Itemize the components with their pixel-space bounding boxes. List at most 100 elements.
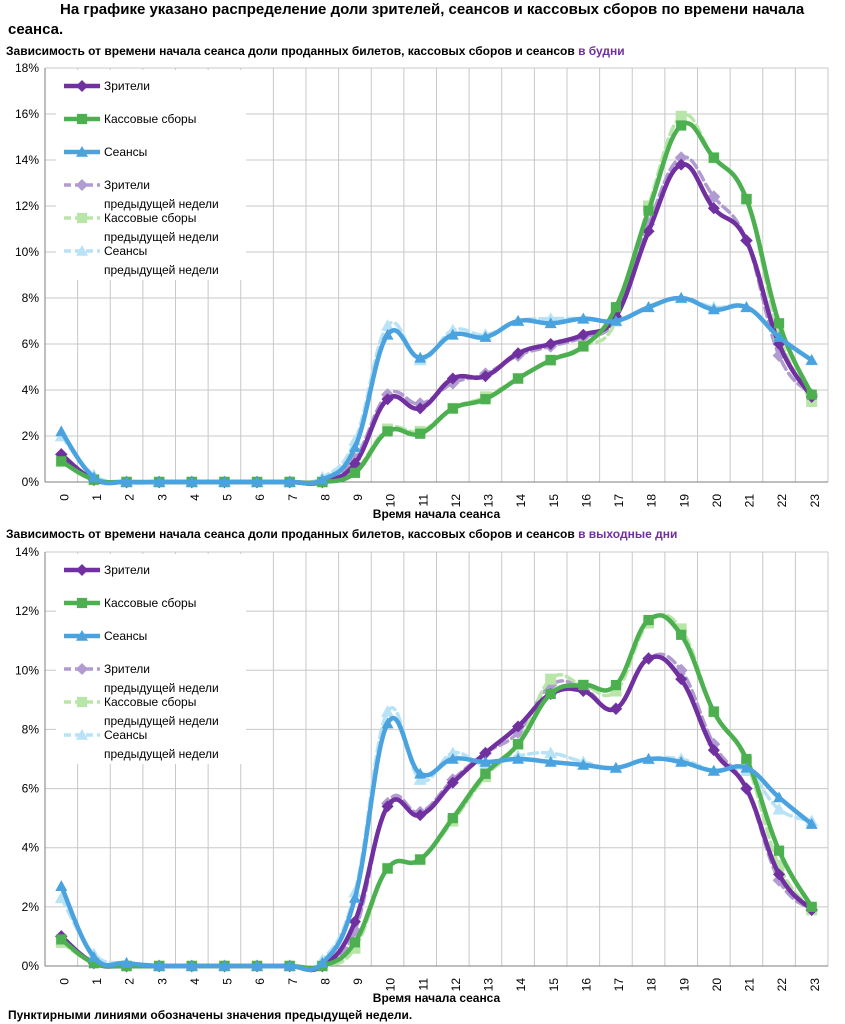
weekend-xtick-label: 0: [57, 978, 71, 985]
weekend-xtick-label: 8: [318, 978, 332, 985]
weekday-xtick-label: 23: [808, 494, 822, 508]
weekend-legend-marker-sessions: [76, 630, 88, 641]
weekday-point-box_office: [610, 302, 622, 313]
weekend-point-sessions: [414, 767, 427, 779]
weekday-legend-marker-box_office_prev: [76, 212, 88, 224]
weekday-legend-sublabel-viewers_prev: предыдущей недели: [104, 197, 219, 211]
weekend-ytick-label: 6%: [22, 782, 40, 796]
weekend-xtick-label: 18: [645, 978, 659, 992]
weekday-point-sessions: [251, 476, 264, 487]
weekday-xtick-label: 2: [123, 494, 137, 501]
weekend-point-viewers: [414, 809, 427, 822]
weekday-point-box_office: [447, 403, 458, 414]
weekend-xtick-label: 11: [416, 978, 430, 991]
weekday-point-sessions: [609, 315, 622, 326]
weekend-point-box_office: [447, 813, 458, 824]
weekday-xtick-label: 13: [482, 494, 496, 508]
weekend-point-sessions: [675, 755, 688, 767]
weekend-point-box_office: [56, 934, 67, 945]
weekday-point-viewers: [479, 370, 492, 383]
weekend-legend-label-box_office_prev: Кассовые сборы: [104, 695, 196, 709]
weekend-point-viewers: [381, 800, 394, 813]
weekday-ytick-label: 2%: [22, 429, 40, 443]
weekday-point-sessions: [773, 331, 786, 342]
weekday-point-box_office: [480, 394, 491, 405]
weekend-xtick-label: 1: [90, 978, 104, 985]
footnote: Пунктирными линиями обозначены значения …: [8, 1008, 413, 1022]
weekday-point-sessions: [218, 476, 231, 487]
weekend-xtick-label: 9: [351, 978, 365, 985]
weekend-point-sessions_prev: [446, 746, 460, 759]
weekend-xtick-label: 14: [514, 978, 528, 992]
weekday-legend-label-sessions: Сеансы: [104, 145, 147, 159]
weekend-point-box_office: [512, 739, 524, 750]
weekend-xtick-label: 13: [482, 978, 496, 992]
weekday-point-sessions: [512, 315, 525, 326]
weekend-point-viewers: [707, 744, 720, 757]
weekday-xtick-label: 11: [416, 494, 430, 507]
chart-title-weekends-text: Зависимость от времени начала сеанса дол…: [6, 527, 579, 541]
weekend-xtick-label: 20: [710, 978, 724, 992]
weekday-xtick-label: 17: [612, 494, 626, 508]
weekday-xtick-label: 9: [351, 494, 365, 501]
weekday-ytick-label: 10%: [15, 245, 39, 259]
weekend-point-box_office: [806, 901, 817, 912]
weekend-x-axis-label: Время начала сеанса: [373, 991, 501, 1005]
weekday-point-viewers: [707, 202, 720, 215]
weekday-ytick-label: 14%: [15, 153, 39, 167]
weekend-legend-label-sessions: Сеансы: [104, 629, 147, 643]
weekend-legend-label-viewers: Зрители: [104, 563, 150, 577]
weekend-point-sessions: [512, 753, 525, 764]
weekend-point-sessions: [609, 761, 622, 773]
weekend-point-sessions: [55, 880, 68, 891]
weekend-point-sessions: [707, 764, 720, 776]
weekday-point-box_office: [806, 389, 817, 400]
weekday-legend-label-viewers: Зрители: [104, 79, 150, 93]
chart-title-weekdays-text: Зависимость от времени начала сеанса дол…: [6, 44, 579, 58]
weekday-point-viewers: [740, 234, 753, 247]
weekday-legend-label-sessions_prev: Сеансы: [104, 244, 147, 258]
weekday-point-sessions: [55, 425, 68, 437]
weekend-point-sessions: [381, 717, 394, 729]
weekend-point-sessions: [87, 951, 100, 962]
weekend-point-sessions: [153, 960, 166, 971]
weekend-ytick-label: 14%: [15, 545, 39, 559]
weekday-xtick-label: 6: [253, 494, 267, 501]
weekend-point-viewers: [512, 720, 525, 733]
weekend-point-sessions: [805, 818, 818, 829]
weekday-point-viewers: [544, 338, 557, 350]
weekend-xtick-label: 23: [808, 978, 822, 992]
weekday-ytick-label: 12%: [15, 199, 39, 213]
weekday-point-sessions: [479, 331, 492, 342]
weekday-xtick-label: 10: [384, 494, 398, 508]
weekend-point-sessions: [283, 960, 296, 971]
weekend-point-viewers: [773, 868, 786, 881]
weekday-point-box_office: [676, 120, 687, 131]
chart-title-weekends: Зависимость от времени начала сеанса дол…: [6, 527, 677, 541]
chart-title-weekdays-highlight: в будни: [578, 44, 625, 58]
weekend-xtick-label: 5: [221, 978, 235, 985]
weekend-point-viewers_prev: [544, 678, 558, 692]
weekend-point-sessions: [740, 761, 753, 773]
weekend-point-box_office_prev: [675, 623, 687, 635]
weekday-xtick-label: 3: [155, 494, 169, 501]
weekday-xtick-label: 5: [221, 494, 235, 501]
weekend-point-box_office_prev: [349, 942, 361, 954]
weekday-legend-sublabel-sessions_prev: предыдущей недели: [104, 263, 219, 277]
weekday-point-viewers: [414, 402, 427, 415]
weekday-ytick-label: 6%: [22, 337, 40, 351]
weekday-point-box_office: [708, 152, 719, 163]
weekend-point-viewers: [609, 702, 622, 715]
weekend-point-sessions: [773, 791, 786, 803]
weekend-xtick-label: 17: [612, 978, 626, 992]
weekend-xtick-label: 22: [775, 978, 789, 992]
weekday-legend-marker-viewers: [76, 80, 88, 92]
weekend-ytick-label: 0%: [22, 959, 40, 973]
weekday-xtick-label: 8: [318, 494, 332, 501]
weekday-x-axis-label: Время начала сеанса: [373, 507, 501, 521]
weekday-point-viewers: [642, 225, 655, 238]
weekday-point-box_office: [773, 318, 785, 329]
weekday-series-group: [54, 110, 819, 489]
weekend-ytick-label: 8%: [22, 722, 40, 736]
weekday-legend-marker-sessions: [76, 146, 88, 157]
